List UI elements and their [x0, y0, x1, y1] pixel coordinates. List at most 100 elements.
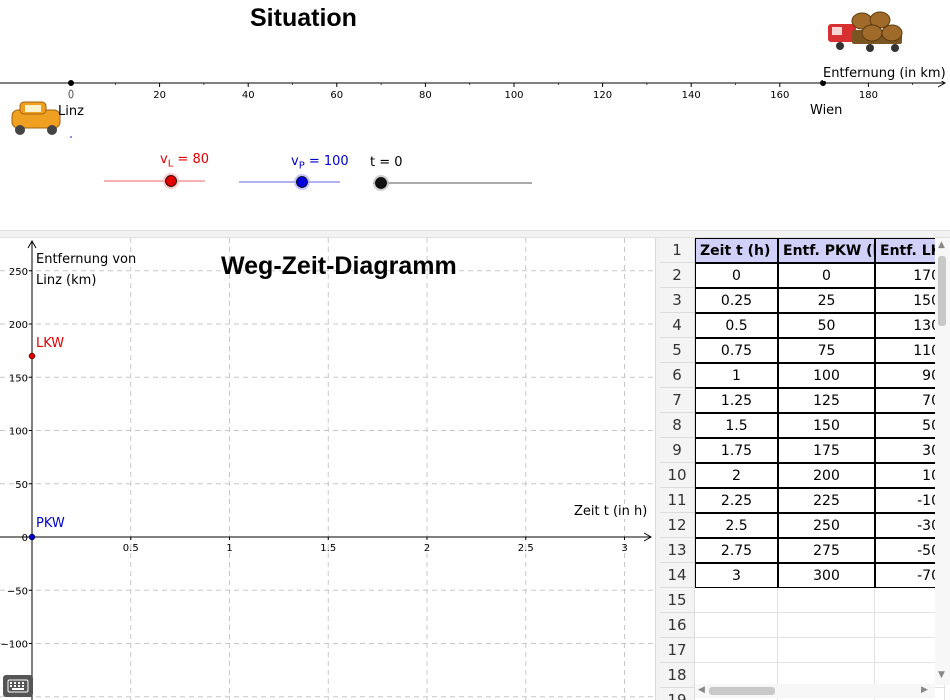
keyboard-icon[interactable]	[3, 675, 33, 697]
point-lkw[interactable]	[28, 352, 36, 360]
situation-tick-label: 80	[419, 90, 432, 101]
row-header[interactable]: 19	[660, 688, 695, 700]
row-header[interactable]: 17	[660, 638, 695, 663]
row-header[interactable]: 16	[660, 613, 695, 638]
row-header[interactable]: 11	[660, 488, 695, 513]
slider-vl-label: vL = 80	[160, 152, 209, 170]
table-cell[interactable]: 0.25	[695, 288, 778, 313]
situation-panel: 20 40 60 80 100 120 140 160 180	[0, 0, 950, 230]
point-pkw-label: PKW	[36, 516, 65, 531]
x-axis-label: Zeit t (in h)	[574, 504, 648, 519]
situation-tick-label: 100	[504, 90, 523, 101]
horizontal-scrollbar[interactable]: ◀ ▶	[695, 684, 935, 698]
grid	[0, 238, 655, 700]
table-cell[interactable]: 50	[778, 313, 875, 338]
table-cell[interactable]: 250	[778, 513, 875, 538]
pkw-marker[interactable]	[68, 89, 74, 99]
row-header[interactable]: 6	[660, 363, 695, 388]
situation-tick-label: 140	[682, 90, 701, 101]
city-linz-label: Linz	[58, 104, 84, 119]
situation-title: Situation	[250, 4, 357, 32]
table-cell[interactable]: 1	[695, 363, 778, 388]
table-cell[interactable]: 200	[778, 463, 875, 488]
table-cell[interactable]: 75	[778, 338, 875, 363]
table-cell[interactable]: 100	[778, 363, 875, 388]
table-cell[interactable]: 2.75	[695, 538, 778, 563]
point-lkw-label: LKW	[36, 336, 65, 351]
diagram-title: Weg-Zeit-Diagramm	[221, 252, 457, 280]
vertical-scroll-thumb[interactable]	[938, 256, 946, 326]
table-cell[interactable]: 2.5	[695, 513, 778, 538]
row-header[interactable]: 9	[660, 438, 695, 463]
x-tick-label: 2	[424, 543, 430, 554]
view-separator[interactable]	[655, 238, 660, 700]
row-header[interactable]: 15	[660, 588, 695, 613]
table-cell[interactable]: 0.75	[695, 338, 778, 363]
row-header[interactable]: 18	[660, 663, 695, 688]
situation-ticks: 20 40 60 80 100 120 140 160 180	[114, 83, 914, 101]
table-cell[interactable]: 1.25	[695, 388, 778, 413]
situation-tick-label: 40	[242, 90, 255, 101]
row-header[interactable]: 12	[660, 513, 695, 538]
table-cell[interactable]: 225	[778, 488, 875, 513]
x-tick-label: 1	[226, 543, 232, 554]
header-cell[interactable]: Zeit t (h)	[695, 238, 778, 263]
y-tick-label: 50	[15, 480, 28, 491]
empty-cell[interactable]	[695, 588, 778, 613]
y-tick-label: 0	[22, 533, 28, 544]
table-cell[interactable]: 2	[695, 463, 778, 488]
table-cell[interactable]: 1.5	[695, 413, 778, 438]
row-header[interactable]: 4	[660, 313, 695, 338]
empty-cell[interactable]	[778, 638, 875, 663]
panel-divider[interactable]	[0, 230, 950, 238]
slider-vp-label: vP = 100	[291, 154, 349, 172]
wien-point[interactable]	[820, 80, 826, 86]
row-header[interactable]: 5	[660, 338, 695, 363]
x-axis-arrow	[643, 532, 653, 542]
table-cell[interactable]: 175	[778, 438, 875, 463]
situation-tick-label: 20	[153, 90, 166, 101]
row-header[interactable]: 2	[660, 263, 695, 288]
empty-cell[interactable]	[778, 588, 875, 613]
table-cell[interactable]: 125	[778, 388, 875, 413]
empty-cell[interactable]	[695, 638, 778, 663]
table-cell[interactable]: 0	[695, 263, 778, 288]
table-cell[interactable]: 3	[695, 563, 778, 588]
table-cell[interactable]: 2.25	[695, 488, 778, 513]
y-tick-label: 150	[9, 373, 28, 384]
table-cell[interactable]: 1.75	[695, 438, 778, 463]
point-pkw[interactable]	[28, 533, 36, 541]
graphics-view[interactable]: 250 200 150 100 50 0 −50 −100 0.5 1 1.5 2 2.5 3 Weg-Z…	[0, 238, 655, 700]
slider-vl[interactable]	[104, 173, 205, 189]
row-header[interactable]: 14	[660, 563, 695, 588]
y-tick-label: 100	[9, 427, 28, 438]
situation-tick-label: 180	[859, 90, 878, 101]
y-tick-label: 250	[9, 267, 28, 278]
x-tick-label: 3	[621, 543, 627, 554]
table-cell[interactable]: 150	[778, 413, 875, 438]
slider-t[interactable]	[373, 175, 532, 191]
table-cell[interactable]: 300	[778, 563, 875, 588]
row-header[interactable]: 10	[660, 463, 695, 488]
row-header[interactable]: 13	[660, 538, 695, 563]
row-header[interactable]: 7	[660, 388, 695, 413]
empty-cell[interactable]	[695, 613, 778, 638]
header-cell[interactable]: Entf. PKW (k	[778, 238, 875, 263]
car-icon	[11, 101, 61, 135]
empty-cell[interactable]	[875, 688, 945, 700]
table-cell[interactable]: 0.5	[695, 313, 778, 338]
row-header[interactable]: 1	[660, 238, 695, 263]
linz-point[interactable]	[68, 80, 74, 86]
slider-vp[interactable]	[239, 174, 340, 190]
table-cell[interactable]: 275	[778, 538, 875, 563]
horizontal-scroll-thumb[interactable]	[709, 687, 775, 695]
table-cell[interactable]: 25	[778, 288, 875, 313]
row-header[interactable]: 3	[660, 288, 695, 313]
spreadsheet-view[interactable]: 1 2 3 4 5 6 7 8 9 10 11 12 13 14 15 16 17 18 19 Zeit t (h) E…	[660, 238, 950, 700]
empty-cell[interactable]	[778, 613, 875, 638]
vertical-scrollbar[interactable]: ▲ ▼	[935, 238, 950, 685]
y-tick-label: 200	[9, 320, 28, 331]
slider-t-label: t = 0	[370, 155, 403, 170]
row-header[interactable]: 8	[660, 413, 695, 438]
table-cell[interactable]: 0	[778, 263, 875, 288]
